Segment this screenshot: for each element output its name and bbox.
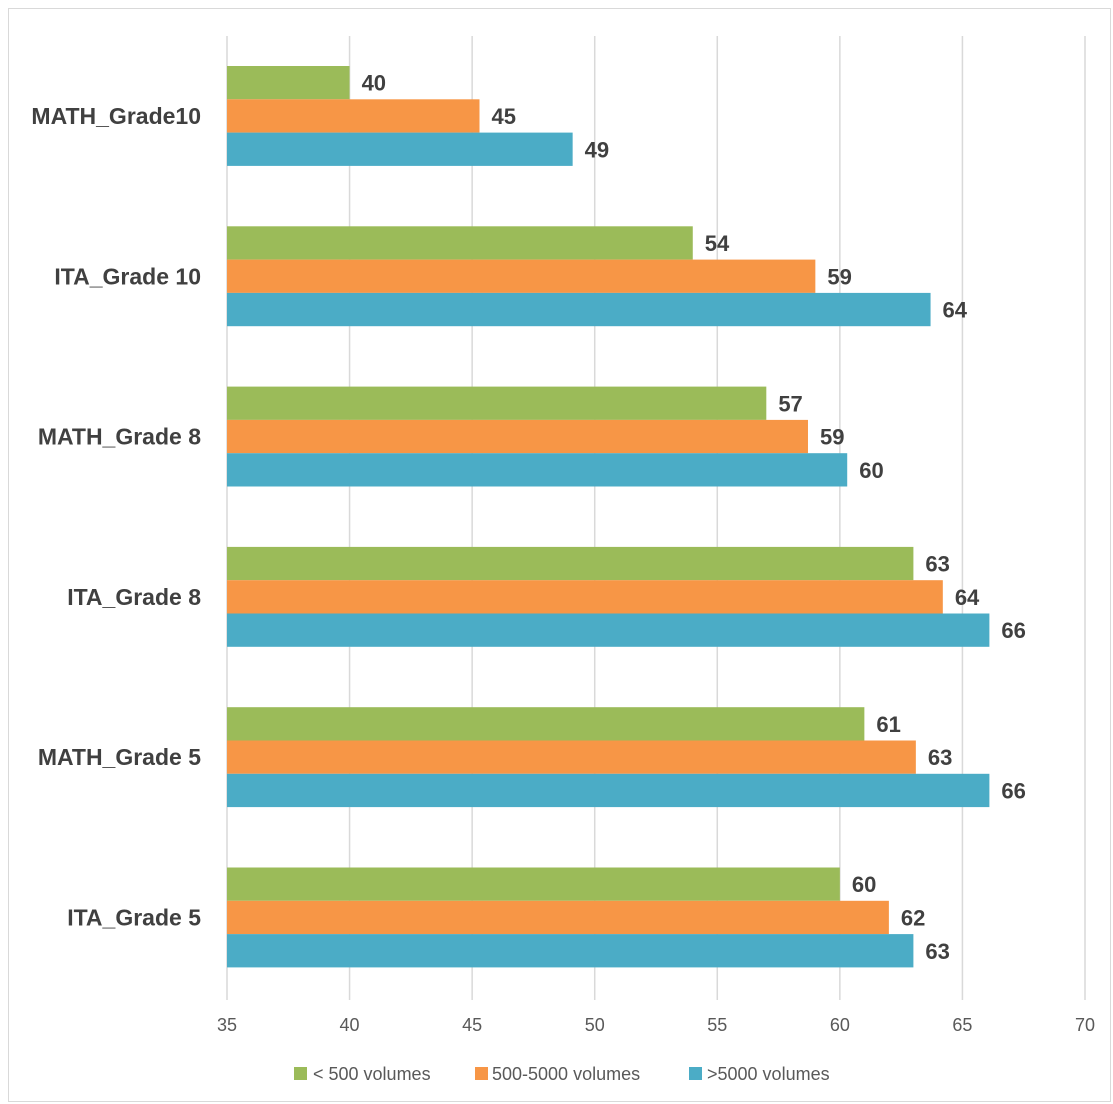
bar (227, 613, 990, 647)
bar (227, 99, 480, 133)
data-label: 54 (705, 231, 730, 256)
data-label: 63 (925, 939, 949, 964)
data-label: 63 (928, 745, 952, 770)
x-tick-label: 35 (217, 1015, 237, 1035)
bar (227, 453, 848, 487)
data-label: 61 (876, 712, 900, 737)
bar (227, 132, 573, 166)
bar (227, 867, 840, 901)
gridlines (226, 36, 1086, 1000)
legend-label: >5000 volumes (707, 1064, 830, 1084)
data-label: 49 (585, 137, 609, 162)
bar (227, 934, 914, 968)
x-tick-label: 60 (830, 1015, 850, 1035)
data-label: 62 (901, 905, 925, 930)
category-label: MATH_Grade 5 (38, 744, 201, 770)
bar (227, 546, 914, 581)
legend-label: < 500 volumes (313, 1064, 431, 1084)
data-label: 66 (1001, 618, 1025, 643)
data-label: 64 (955, 585, 980, 610)
bar (227, 773, 990, 808)
category-label: ITA_Grade 8 (67, 584, 201, 610)
legend-label: 500-5000 volumes (492, 1064, 640, 1084)
bar (227, 292, 931, 327)
data-label: 64 (943, 298, 968, 323)
bar (227, 386, 767, 420)
data-label: 60 (859, 458, 883, 483)
bar (227, 707, 865, 741)
bar (227, 900, 889, 935)
category-label: ITA_Grade 10 (54, 263, 201, 289)
legend-swatch (475, 1067, 488, 1080)
legend: < 500 volumes 500-5000 volumes >5000 volum… (294, 1064, 830, 1084)
x-tick-label: 65 (952, 1015, 972, 1035)
data-label: 40 (362, 71, 386, 96)
data-label: 66 (1001, 778, 1025, 803)
x-tick-label: 70 (1075, 1015, 1095, 1035)
x-tick-label: 55 (707, 1015, 727, 1035)
bar (227, 580, 943, 614)
category-label: MATH_Grade10 (31, 103, 201, 129)
bar (227, 419, 808, 454)
category-labels: MATH_Grade10 ITA_Grade 10 MATH_Grade 8 ITA_… (31, 103, 201, 931)
x-tick-label: 40 (340, 1015, 360, 1035)
x-tick-label: 50 (585, 1015, 605, 1035)
bar (227, 66, 350, 100)
x-axis-tick-labels: 35 40 45 50 55 60 65 70 (217, 1015, 1095, 1035)
legend-swatch (294, 1067, 307, 1080)
x-tick-label: 45 (462, 1015, 482, 1035)
data-label: 45 (491, 104, 515, 129)
category-label: ITA_Grade 5 (67, 904, 201, 930)
bar (227, 226, 693, 260)
category-label: MATH_Grade 8 (38, 424, 201, 450)
bars (227, 66, 990, 968)
bar (227, 740, 916, 774)
data-label: 63 (925, 552, 949, 577)
legend-swatch (689, 1067, 702, 1080)
data-label: 59 (827, 264, 851, 289)
bar (227, 259, 816, 293)
data-label: 57 (778, 391, 802, 416)
data-label: 59 (820, 425, 844, 450)
data-label: 60 (852, 872, 876, 897)
